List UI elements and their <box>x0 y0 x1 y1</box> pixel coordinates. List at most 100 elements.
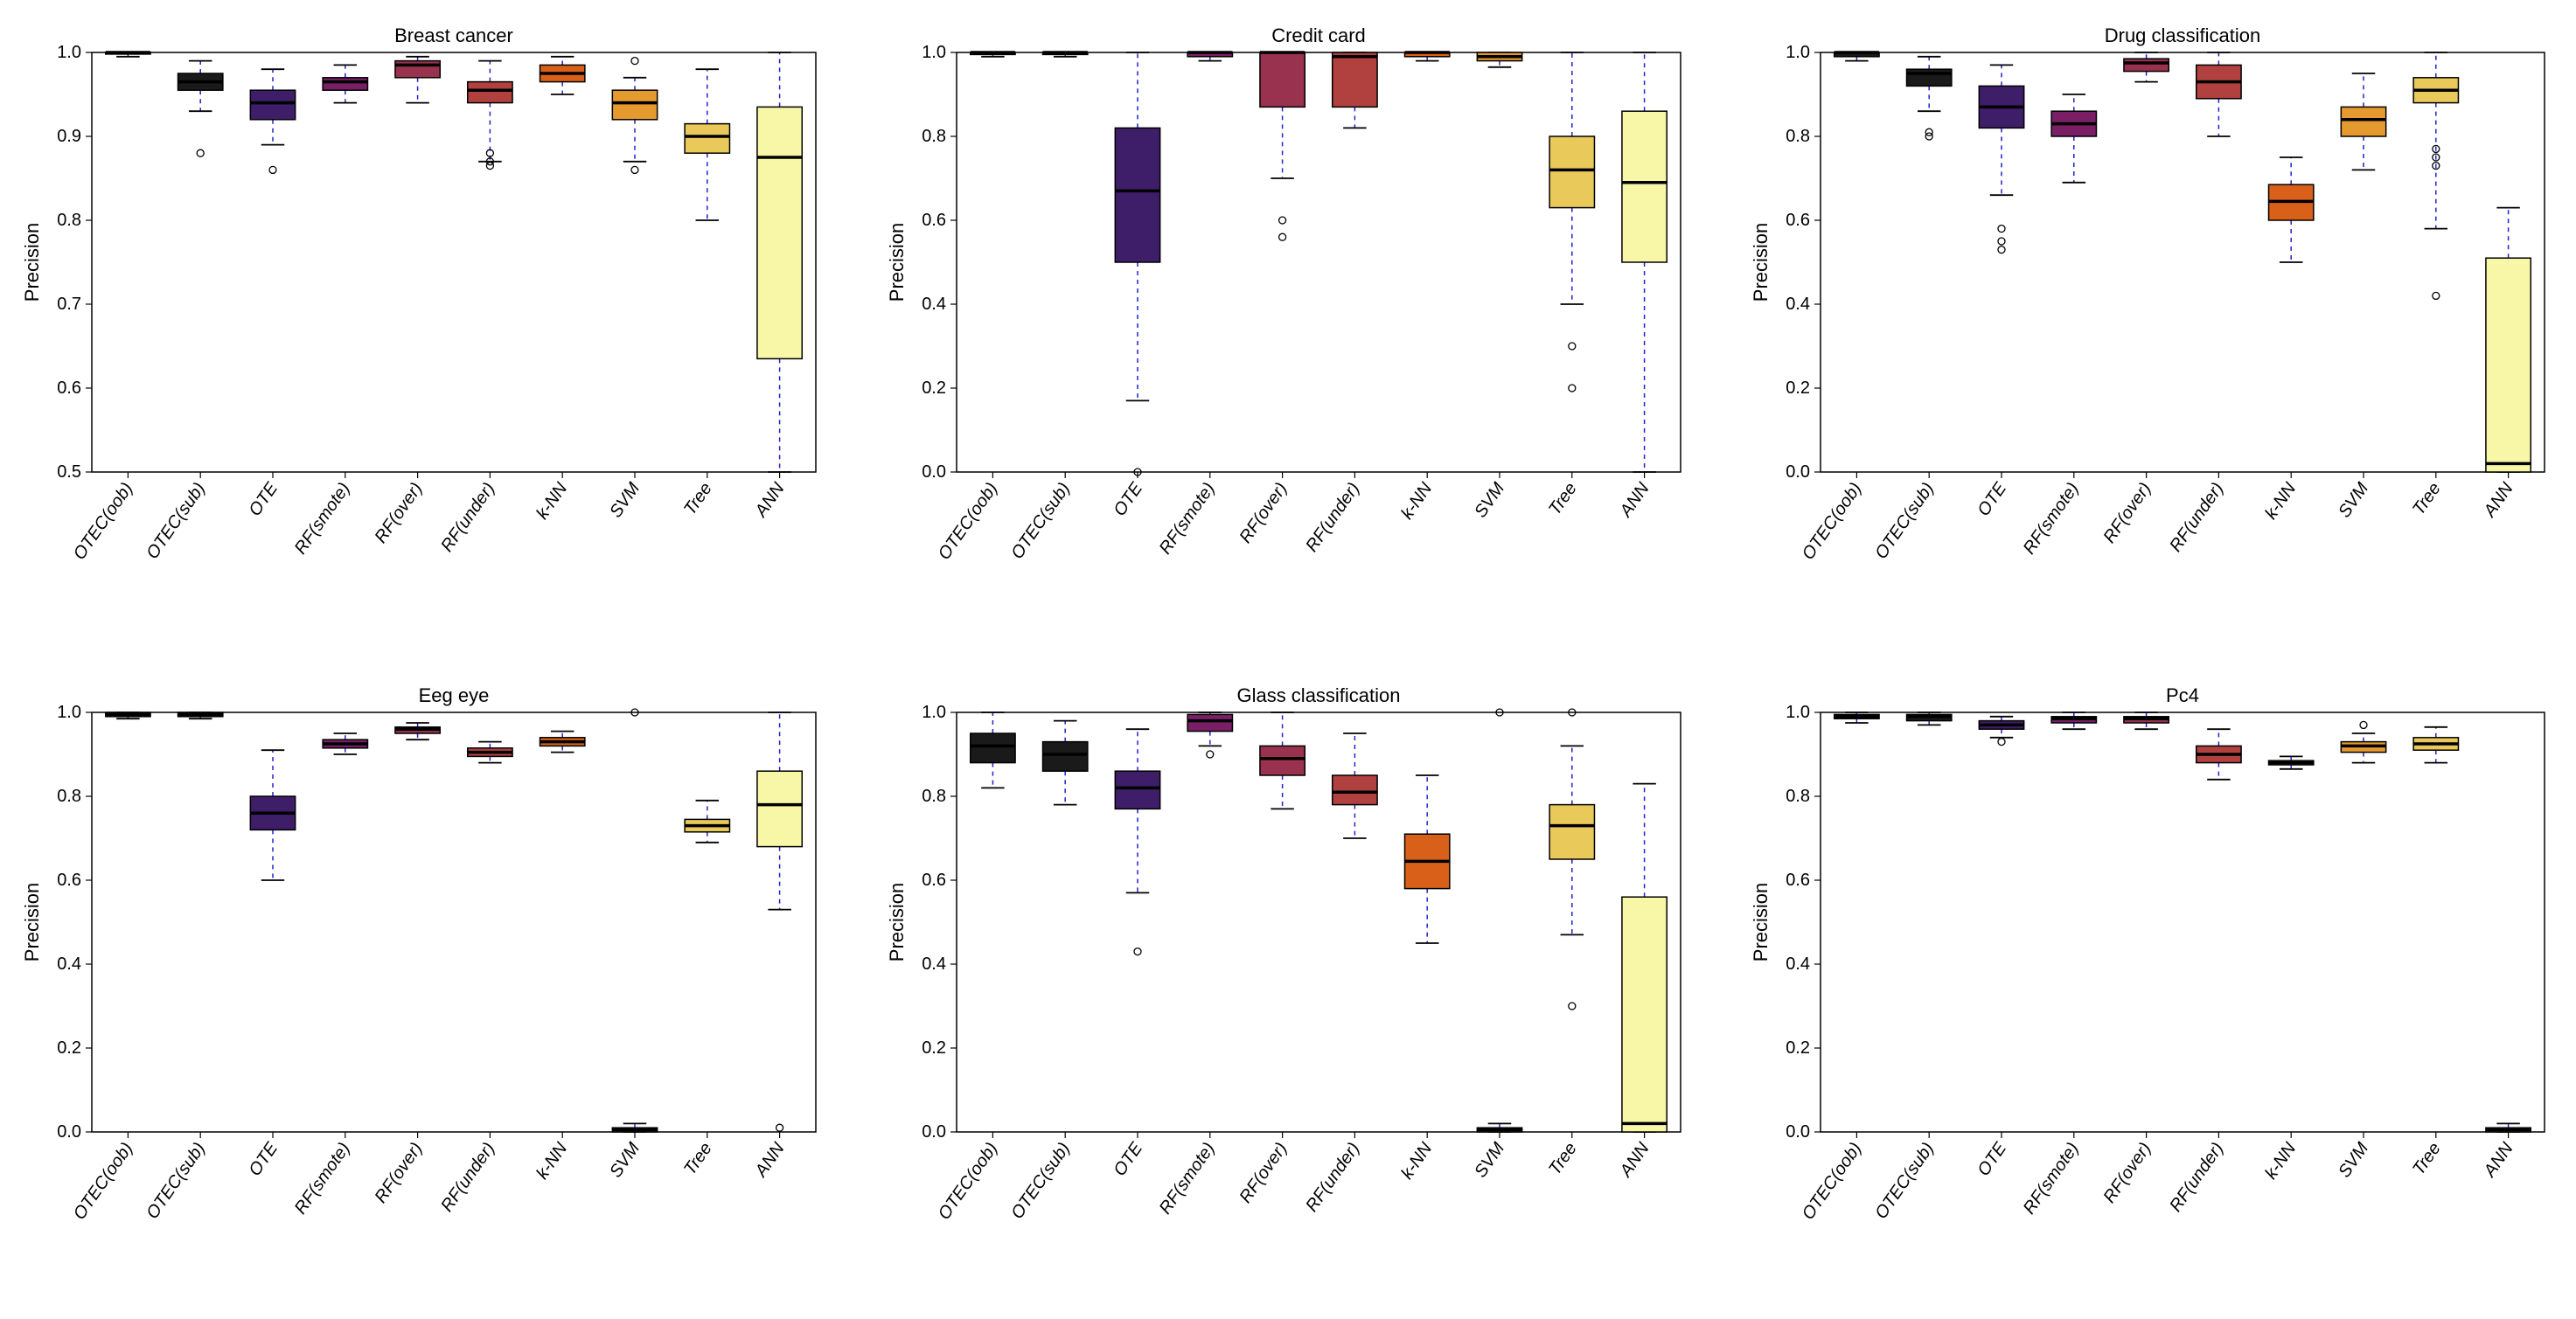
box <box>2124 59 2169 71</box>
box <box>1332 775 1376 805</box>
category-label: OTEC(oob) <box>934 1139 1001 1223</box>
panel-title: Breast cancer <box>394 24 513 46</box>
category-label: RF(smote) <box>2020 1139 2083 1218</box>
category-label: Tree <box>680 479 716 518</box>
category-label: SVM <box>606 1138 644 1180</box>
category-label: RF(over) <box>1236 1139 1291 1206</box>
category-label: OTEC(sub) <box>1007 479 1074 562</box>
panel: Breast cancer0.50.60.70.80.91.0Precision… <box>17 17 830 642</box>
ytick-label: 0.4 <box>1786 955 1811 974</box>
outlier <box>1134 948 1141 955</box>
category-label: ANN <box>1616 479 1654 521</box>
category-label: Tree <box>680 1139 716 1178</box>
box <box>1115 771 1159 809</box>
ytick-label: 0.9 <box>57 127 81 146</box>
category-label: OTEC(sub) <box>1007 1139 1074 1222</box>
category-label: SVM <box>1471 479 1508 521</box>
category-label: RF(smote) <box>1155 479 1218 558</box>
panel: Pc40.00.20.40.60.81.0PrecisionOTEC(oob)O… <box>1746 677 2559 1302</box>
y-axis-label: Precision <box>21 223 43 302</box>
ytick-label: 0.6 <box>57 871 81 890</box>
panel: Credit card0.00.20.40.60.81.0PrecisionOT… <box>882 17 1695 642</box>
category-label: RF(smote) <box>1155 1139 1218 1218</box>
ytick-label: 0.6 <box>922 211 946 230</box>
category-label: RF(over) <box>2100 479 2155 546</box>
boxplot-panel-3: Eeg eye0.00.20.40.60.81.0PrecisionOTEC(o… <box>17 677 829 1289</box>
category-label: OTEC(sub) <box>143 479 209 562</box>
ytick-label: 1.0 <box>57 703 81 722</box>
category-label: OTEC(sub) <box>1872 479 1939 562</box>
outlier <box>631 58 638 65</box>
ytick-label: 1.0 <box>1786 703 1811 722</box>
outlier <box>269 166 276 173</box>
panel: Glass classification0.00.20.40.60.81.0Pr… <box>882 677 1695 1302</box>
box <box>250 90 295 120</box>
box <box>323 78 367 90</box>
outlier <box>2433 292 2440 299</box>
category-label: RF(under) <box>1302 479 1363 555</box>
boxplot-panel-2: Drug classification0.00.20.40.60.81.0Pre… <box>1746 17 2558 629</box>
ytick-label: 0.8 <box>922 787 946 806</box>
ytick-label: 0.6 <box>922 871 946 890</box>
outlier <box>1998 738 2005 745</box>
category-label: RF(over) <box>2100 1139 2155 1206</box>
boxplot-panel-1: Credit card0.00.20.40.60.81.0PrecisionOT… <box>882 17 1694 629</box>
category-label: OTEC(sub) <box>143 1139 209 1222</box>
ytick-label: 0.4 <box>922 295 946 314</box>
box <box>395 61 440 78</box>
box <box>612 90 657 120</box>
category-label: RF(over) <box>1236 479 1291 546</box>
outlier <box>1926 128 1933 135</box>
outlier <box>2360 721 2367 728</box>
category-label: RF(over) <box>371 479 426 546</box>
boxplot-panel-0: Breast cancer0.50.60.70.80.91.0Precision… <box>17 17 829 629</box>
category-label: RF(under) <box>1302 1139 1363 1215</box>
outlier <box>1278 217 1285 224</box>
category-label: RF(smote) <box>2020 479 2083 558</box>
outlier <box>1998 226 2005 233</box>
ytick-label: 0.2 <box>1786 1038 1811 1058</box>
box <box>1549 804 1594 858</box>
y-axis-label: Precision <box>886 882 908 961</box>
ytick-label: 1.0 <box>922 43 946 62</box>
ytick-label: 0.4 <box>57 955 81 974</box>
category-label: Tree <box>2409 1139 2445 1178</box>
category-label: ANN <box>751 1138 789 1180</box>
ytick-label: 0.0 <box>1786 462 1811 482</box>
ytick-label: 0.8 <box>57 211 81 230</box>
box <box>1622 897 1667 1132</box>
box <box>1549 136 1594 208</box>
box <box>1907 69 1952 86</box>
box <box>1115 128 1159 262</box>
category-label: k-NN <box>2261 479 2300 523</box>
outlier <box>631 166 638 173</box>
ytick-label: 0.8 <box>1786 127 1811 146</box>
y-axis-label: Precision <box>1750 882 1772 961</box>
panel-title: Glass classification <box>1236 684 1400 706</box>
outlier <box>1568 343 1575 350</box>
box <box>1260 746 1305 775</box>
category-label: OTE <box>1110 479 1146 520</box>
category-label: RF(under) <box>2167 1139 2228 1215</box>
category-label: k-NN <box>2261 1138 2300 1182</box>
ytick-label: 0.8 <box>1786 787 1811 806</box>
category-label: OTEC(oob) <box>70 1139 137 1223</box>
category-label: OTEC(oob) <box>1799 479 1866 563</box>
ytick-label: 0.8 <box>57 787 81 806</box>
category-label: ANN <box>2480 479 2517 521</box>
category-label: k-NN <box>1397 479 1436 523</box>
ytick-label: 0.4 <box>922 955 946 974</box>
box <box>468 82 512 103</box>
ytick-label: 0.7 <box>57 295 81 314</box>
box <box>2486 258 2531 472</box>
category-label: SVM <box>2336 479 2373 521</box>
ytick-label: 1.0 <box>57 43 81 62</box>
ytick-label: 1.0 <box>922 703 946 722</box>
category-label: RF(over) <box>371 1139 426 1206</box>
category-label: OTEC(oob) <box>70 479 137 563</box>
box <box>757 107 802 358</box>
category-label: ANN <box>751 479 789 521</box>
category-label: OTE <box>245 479 282 520</box>
panel-title: Eeg eye <box>419 684 490 706</box>
box <box>1622 111 1667 262</box>
